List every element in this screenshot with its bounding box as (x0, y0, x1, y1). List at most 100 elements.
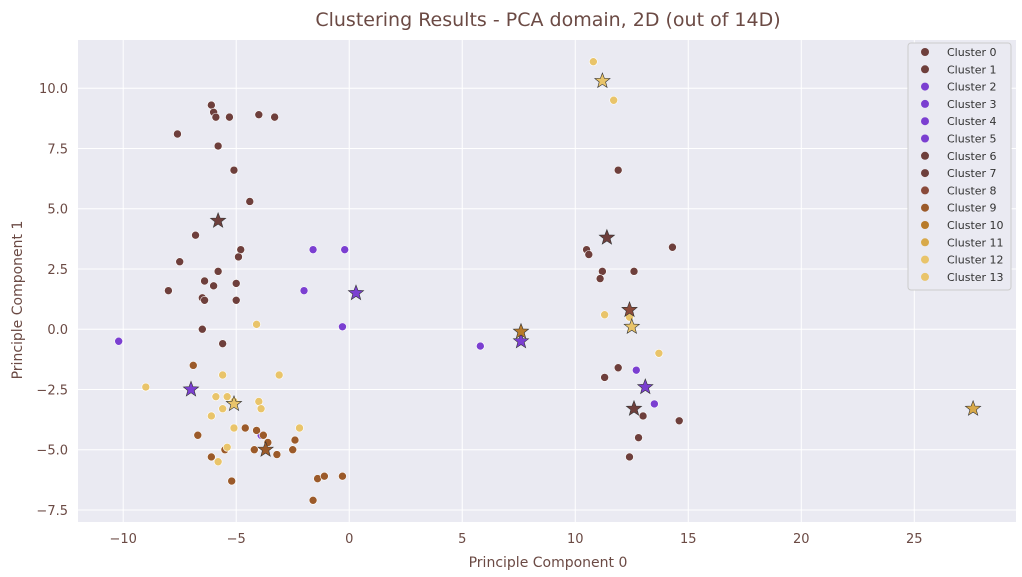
cluster-13-point (600, 310, 609, 320)
cluster-13-legend-marker (921, 272, 929, 281)
cluster-1-point (234, 252, 243, 262)
cluster-11-centroid-star (964, 399, 982, 416)
y-tick-label: −7.5 (36, 504, 68, 519)
tick-labels: −10 −5 0 5 10 15 20 25 −7.5 −5.0 −2.5 0.0 2.5 5.0 7.5 1… (36, 82, 922, 547)
cluster-1-point (213, 267, 223, 276)
cluster-9-point (290, 435, 300, 445)
cluster-2-point (308, 245, 318, 254)
x-axis-label: Principle Component 0 (469, 555, 628, 571)
cluster-0-centroid-star (209, 211, 227, 228)
cluster-5-point (631, 365, 641, 375)
cluster-1-point (200, 276, 209, 286)
cluster-12-point (218, 404, 227, 414)
cluster-2-point (299, 286, 309, 295)
cluster-0-point (213, 141, 223, 151)
cluster-7-point (613, 363, 623, 373)
cluster-4-legend-label: Cluster 4 (947, 115, 997, 128)
cluster-6-point (595, 274, 605, 283)
cluster-10-legend-marker (921, 221, 929, 229)
cluster-9-legend-label: Cluster 9 (947, 202, 997, 215)
cluster-10-centroid-star (512, 322, 530, 339)
cluster-4-centroid-star (512, 332, 530, 349)
cluster-5-point (650, 399, 659, 409)
cluster-1-point (200, 295, 209, 305)
cluster-2-legend-label: Cluster 2 (947, 81, 997, 94)
cluster-9-point (188, 361, 198, 370)
cluster-9-point (288, 445, 298, 455)
cluster-0-point (211, 112, 221, 122)
cluster-6-point (613, 165, 623, 175)
cluster-13-point (654, 348, 664, 358)
cluster-9-point (338, 471, 347, 481)
cluster-5-legend-marker (921, 134, 929, 143)
cluster-6-legend-marker (921, 151, 929, 160)
centroid-stars (182, 72, 982, 457)
cluster-3-legend-label: Cluster 3 (947, 98, 997, 111)
x-tick-label: 10 (567, 532, 584, 547)
cluster-7-point (674, 416, 684, 426)
cluster-4-point (476, 341, 485, 351)
cluster-12-point (213, 457, 223, 467)
y-tick-label: 10.0 (39, 82, 68, 97)
cluster-4-legend-marker (921, 117, 929, 126)
cluster-7-point (638, 411, 648, 421)
cluster-12-point (256, 404, 266, 414)
y-tick-label: 7.5 (47, 142, 68, 157)
x-tick-label: 25 (906, 532, 923, 547)
cluster-3-centroid-star (182, 380, 200, 397)
cluster-6-legend-label: Cluster 6 (947, 150, 997, 163)
cluster-1-point (164, 286, 173, 295)
cluster-13-point (609, 95, 618, 105)
cluster-1-point (175, 257, 185, 267)
cluster-7-legend-label: Cluster 7 (947, 167, 997, 180)
cluster-1-point (209, 281, 218, 291)
cluster-5-centroid-star (636, 378, 654, 395)
cluster-1-point (198, 324, 207, 334)
cluster-9-point (308, 496, 318, 505)
cluster-1-point (236, 245, 246, 254)
cluster-0-point (270, 112, 279, 122)
x-tick-label: −10 (109, 532, 136, 547)
cluster-0-point (254, 110, 264, 120)
cluster-2-centroid-star (347, 284, 365, 301)
cluster-0-point (229, 165, 239, 175)
cluster-5-legend-label: Cluster 5 (947, 133, 997, 146)
cluster-9-point (227, 476, 236, 486)
cluster-12-point (218, 370, 227, 380)
cluster-0-point (207, 100, 216, 110)
cluster-7-point (634, 433, 643, 442)
cluster-12-point (252, 320, 261, 329)
y-tick-label: −2.5 (36, 383, 68, 398)
cluster-12-point (254, 397, 264, 406)
cluster-12-point (207, 411, 216, 421)
cluster-12-legend-label: Cluster 12 (947, 254, 1004, 267)
cluster-6-point (668, 242, 677, 252)
cluster-1-legend-marker (921, 65, 929, 74)
cluster-12-point (222, 392, 232, 401)
cluster-2-legend-marker (921, 82, 929, 91)
cluster-1-point (231, 295, 241, 305)
cluster-12-point (295, 423, 304, 433)
cluster-9-point (193, 430, 203, 440)
legend-box (907, 42, 1012, 291)
cluster-1-point (231, 279, 241, 288)
cluster-12-point (274, 370, 284, 380)
cluster-1-point (218, 339, 227, 348)
cluster-1-point (191, 230, 200, 240)
y-tick-label: −5.0 (36, 444, 68, 459)
cluster-2-point (338, 322, 347, 332)
y-tick-label: 2.5 (47, 263, 68, 278)
y-tick-label: 0.0 (47, 323, 68, 338)
cluster-0-legend-label: Cluster 0 (947, 46, 997, 59)
cluster-2-point (340, 245, 350, 254)
cluster-9-centroid-star (257, 440, 275, 457)
chart-title: Clustering Results - PCA domain, 2D (out… (315, 9, 780, 31)
cluster-13-centroid-star (623, 317, 641, 334)
y-axis-label: Principle Component 1 (10, 221, 26, 380)
cluster-0-point (245, 197, 255, 206)
cluster-3-legend-marker (921, 99, 929, 108)
cluster-8-centroid-star (621, 301, 638, 318)
cluster-9-point (252, 426, 261, 435)
cluster-11-legend-marker (921, 238, 929, 247)
